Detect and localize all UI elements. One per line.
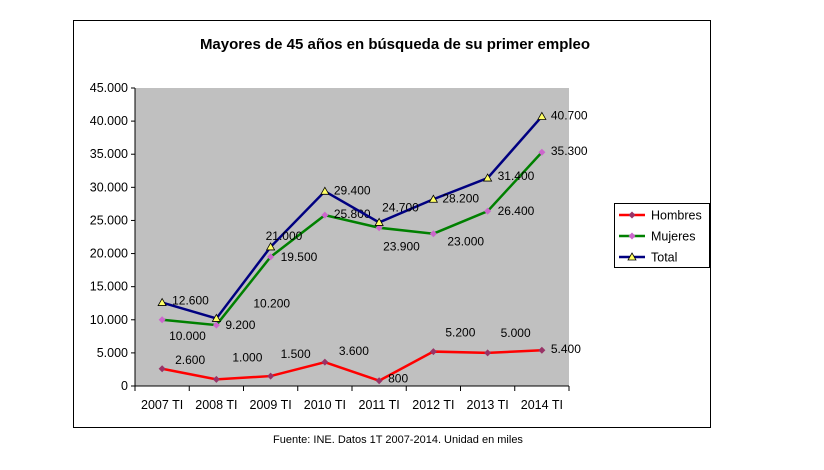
data-label: 1.500 [281, 347, 311, 361]
data-label: 12.600 [172, 294, 209, 308]
data-label: 3.600 [339, 344, 369, 358]
data-point [320, 186, 330, 195]
series-mujeres: 10.000 9.200 19.500 25.800 23.900 23.000 26.40… [158, 144, 588, 343]
plot-area [135, 88, 569, 386]
x-tick-label: 2011 TI [359, 398, 400, 412]
data-label: 35.300 [551, 144, 588, 158]
data-point [267, 372, 275, 380]
data-label: 10.000 [169, 329, 206, 343]
data-label: 24.700 [382, 200, 419, 214]
data-point [267, 253, 275, 261]
data-label: 26.400 [498, 204, 535, 218]
data-label: 21.000 [266, 229, 303, 243]
data-point [484, 207, 492, 215]
series-total: 12.600 10.200 21.000 29.400 24.700 28.200 31.4… [157, 108, 588, 322]
data-point [157, 297, 167, 306]
legend-label: Hombres [651, 209, 702, 223]
data-point [538, 346, 546, 354]
x-tick-label: 2010 TI [304, 398, 346, 412]
series-line [162, 151, 543, 327]
data-label: 2.600 [175, 353, 205, 367]
data-label: 5.400 [551, 342, 581, 356]
data-label: 9.200 [225, 318, 255, 332]
data-label: 10.200 [253, 296, 290, 310]
legend: Hombres Mujeres Total [614, 203, 710, 268]
data-label: 25.800 [334, 207, 371, 221]
footer-source: Fuente: INE. Datos 1T 2007-2014. Unidad … [273, 434, 523, 446]
data-label: 5.000 [501, 326, 531, 340]
x-tick-label: 2009 TI [250, 398, 292, 412]
data-label: 19.500 [281, 250, 318, 264]
data-point [428, 194, 439, 203]
data-point [211, 313, 222, 322]
data-point [375, 377, 383, 385]
data-label: 40.700 [551, 108, 588, 122]
chart-title: Mayores de 45 años en búsqueda de su pri… [200, 36, 590, 53]
data-label: 28.200 [442, 191, 479, 205]
legend-marker [627, 252, 637, 261]
data-point [538, 148, 546, 156]
legend-label: Total [651, 251, 677, 265]
series-hombres: 2.600 1.000 1.500 3.600 800 5.200 5.000 5.400 [158, 326, 581, 386]
data-point [374, 217, 384, 226]
y-tick-label: 30.000 [90, 180, 128, 194]
data-point [321, 358, 329, 366]
data-point [158, 316, 166, 324]
data-label: 800 [388, 372, 408, 386]
y-tick-label: 0 [121, 379, 128, 393]
y-tick-label: 45.000 [90, 81, 128, 95]
y-tick-label: 35.000 [90, 147, 128, 161]
legend-marker [628, 232, 636, 240]
y-tick-label: 10.000 [90, 313, 128, 327]
x-tick-label: 2012 TI [412, 398, 454, 412]
data-label: 23.900 [383, 240, 420, 254]
legend-marker [628, 211, 636, 219]
y-tick-label: 40.000 [90, 114, 128, 128]
data-point [484, 349, 492, 357]
data-point [158, 365, 166, 373]
data-label: 1.000 [232, 350, 262, 364]
data-label: 31.400 [498, 169, 535, 183]
x-tick-label: 2008 TI [195, 398, 237, 412]
x-tick-label: 2007 TI [141, 398, 183, 412]
data-point [537, 111, 547, 120]
series-line [161, 115, 543, 320]
data-label: 29.400 [334, 183, 371, 197]
y-tick-label: 15.000 [90, 280, 128, 294]
data-point [212, 321, 220, 329]
data-point [429, 230, 437, 238]
series-line [161, 348, 542, 383]
y-tick-label: 25.000 [90, 213, 128, 227]
data-point [265, 242, 276, 251]
legend-label: Mujeres [651, 230, 695, 244]
data-point [321, 211, 329, 219]
data-point [482, 173, 493, 182]
data-point [212, 375, 220, 383]
y-tick-label: 20.000 [90, 247, 128, 261]
x-tick-label: 2014 TI [521, 398, 563, 412]
data-point [429, 348, 437, 356]
y-tick-label: 5.000 [97, 346, 128, 360]
x-tick-label: 2013 TI [467, 398, 509, 412]
data-point [375, 224, 383, 232]
data-label: 5.200 [445, 326, 475, 340]
data-label: 23.000 [447, 235, 484, 249]
